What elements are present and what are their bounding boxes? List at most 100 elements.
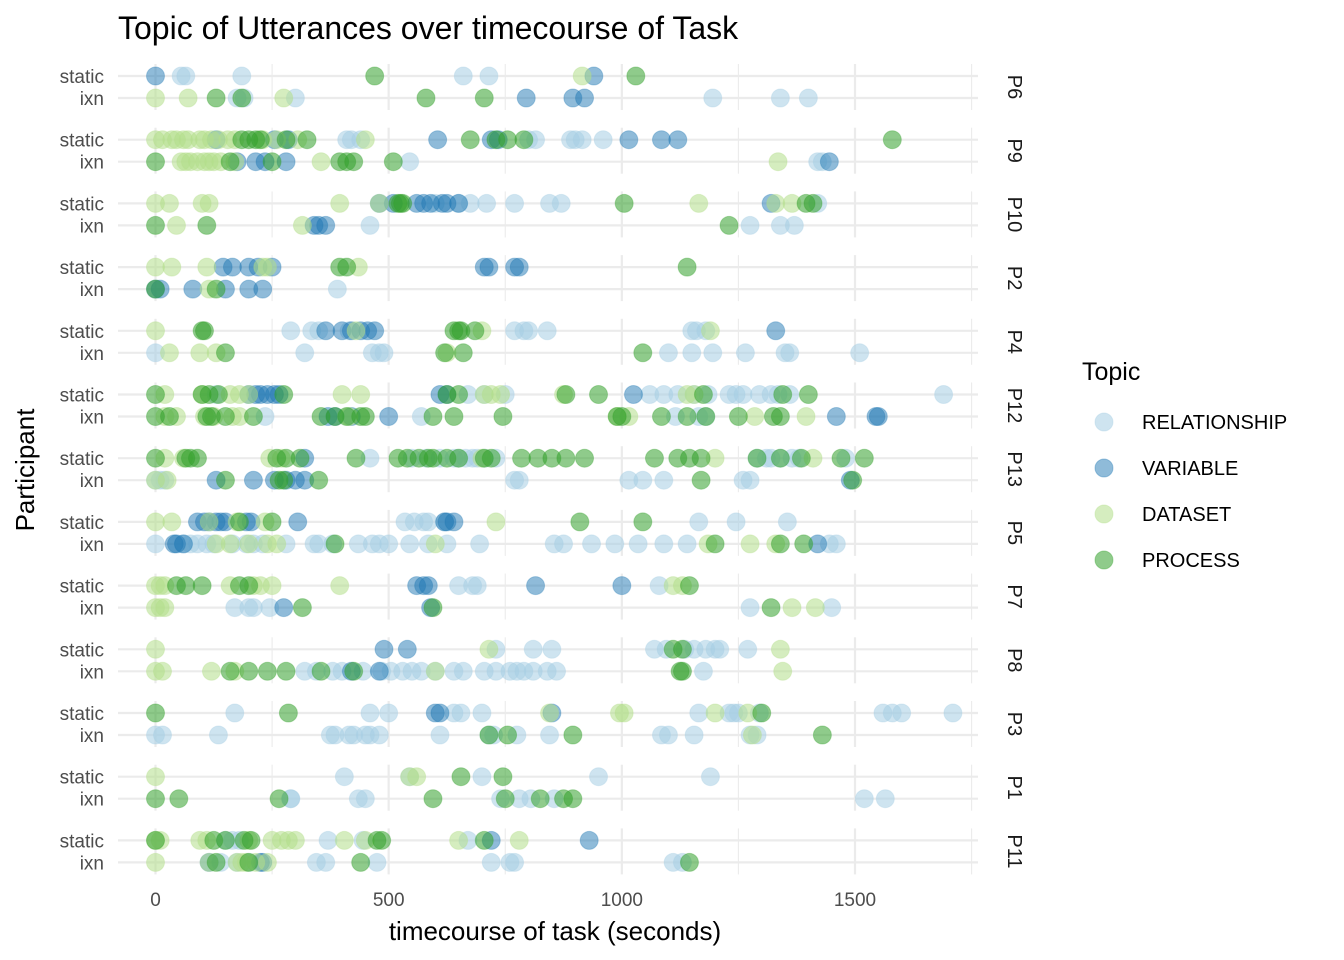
data-point-process [206, 279, 226, 299]
data-point-process [761, 598, 781, 618]
data-point-process [514, 130, 534, 150]
data-point-relationship [232, 66, 252, 86]
data-point-process [882, 130, 902, 150]
y-tick-label: ixn [80, 408, 104, 429]
data-point-process [297, 130, 317, 150]
data-point-process [791, 448, 811, 468]
data-point-relationship [537, 321, 557, 341]
data-point-relationship [682, 343, 702, 363]
data-point-relationship [334, 767, 354, 787]
data-point-process [274, 470, 294, 490]
data-point-process [146, 215, 165, 235]
data-point-dataset [782, 598, 802, 618]
data-point-process [495, 789, 515, 809]
data-point-variable [418, 576, 438, 596]
data-point-variable [868, 407, 888, 426]
legend-item-process: PROCESS [1094, 550, 1240, 572]
data-point-process [197, 215, 217, 235]
data-point-dataset [146, 852, 165, 872]
y-tick-label: static [60, 768, 104, 789]
x-tick-label: 1500 [834, 890, 876, 911]
data-point-process [474, 88, 494, 108]
data-point-relationship [479, 66, 499, 86]
data-point-process [269, 789, 289, 809]
data-point-process [146, 152, 165, 172]
data-point-relationship [554, 534, 574, 554]
data-point-variable [316, 215, 336, 235]
data-point-process [651, 407, 671, 426]
data-point-process [691, 470, 711, 490]
data-point-process [146, 279, 165, 299]
data-point-process [556, 385, 576, 404]
legend-key [1094, 504, 1114, 524]
y-tick-label: static [60, 513, 104, 534]
data-point-process [812, 725, 832, 745]
data-point-process [241, 830, 261, 850]
data-point-variable [819, 152, 839, 172]
data-point-process [146, 448, 165, 468]
data-point-relationship [472, 703, 492, 723]
data-point-dataset [425, 661, 445, 681]
data-point-relationship [316, 852, 336, 872]
data-point-process [146, 789, 165, 809]
data-point-relationship [605, 534, 625, 554]
data-point-process [481, 448, 501, 468]
data-point-relationship [451, 703, 471, 723]
data-point-process [719, 215, 739, 235]
data-point-process [239, 576, 259, 596]
legend-item-variable: VARIABLE [1094, 458, 1238, 480]
data-point-process [346, 448, 366, 468]
data-point-process [435, 343, 455, 363]
data-point-relationship [505, 852, 525, 872]
panel-p6 [118, 64, 978, 110]
data-point-process [278, 703, 298, 723]
data-point-process [677, 257, 697, 277]
data-point-dataset [351, 385, 371, 404]
data-point-process [206, 852, 226, 872]
y-tick-label: ixn [80, 535, 104, 556]
data-point-dataset [285, 830, 305, 850]
data-point-process [696, 407, 716, 426]
data-point-process [262, 512, 282, 532]
data-point-process [498, 725, 518, 745]
data-point-process [691, 448, 711, 468]
data-point-process [292, 598, 312, 618]
data-point-relationship [295, 343, 315, 363]
data-point-relationship [551, 193, 571, 213]
points-layer [146, 66, 963, 872]
y-tick-label: static [60, 131, 104, 152]
data-point-dataset [311, 152, 331, 172]
data-point-dataset [332, 385, 352, 404]
data-point-relationship [777, 512, 797, 532]
data-point-process [239, 661, 259, 681]
data-point-dataset [766, 193, 786, 213]
data-point-dataset [159, 343, 179, 363]
data-point-process [194, 321, 214, 341]
data-point-process [798, 385, 818, 404]
data-point-relationship [703, 343, 723, 363]
data-point-relationship [703, 88, 723, 108]
data-point-relationship [360, 215, 380, 235]
data-point-process [215, 470, 235, 490]
data-point-process [705, 534, 725, 554]
data-point-dataset [146, 321, 165, 341]
strip-label-p7: P7 [1003, 584, 1025, 608]
data-point-dataset [491, 385, 511, 404]
data-point-process [770, 448, 790, 468]
data-point-variable [288, 512, 308, 532]
data-point-process [215, 343, 235, 363]
data-point-variable [509, 257, 529, 277]
data-point-variable [183, 279, 203, 299]
y-tick-label: static [60, 704, 104, 725]
data-point-dataset [199, 193, 219, 213]
data-point-process [493, 767, 513, 787]
data-point-relationship [633, 470, 653, 490]
data-point-dataset [768, 152, 788, 172]
data-point-process [215, 830, 235, 850]
data-point-process [672, 639, 692, 659]
data-point-dataset [267, 534, 287, 554]
data-point-variable [397, 639, 417, 659]
data-point-variable [316, 321, 336, 341]
data-point-relationship [400, 534, 420, 554]
